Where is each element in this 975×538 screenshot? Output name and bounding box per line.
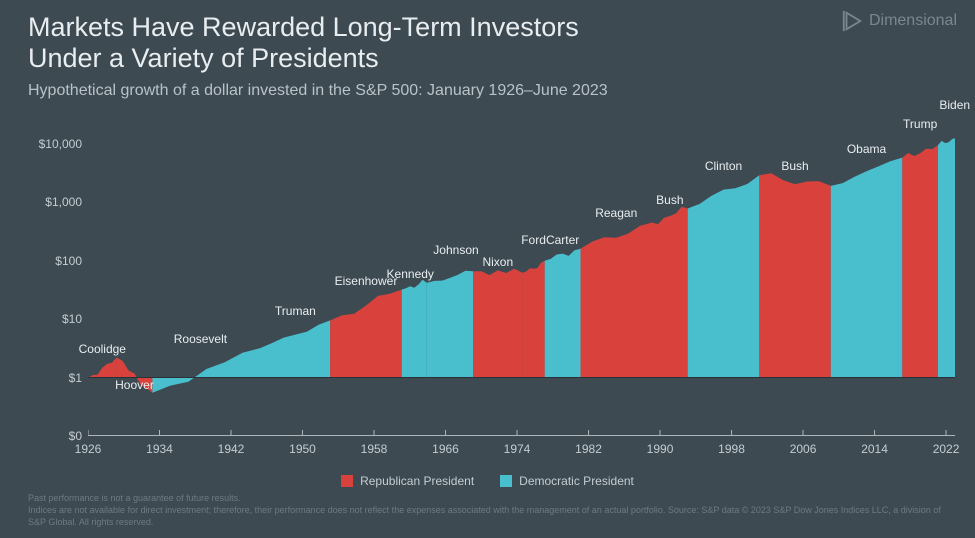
legend-label-democratic: Democratic President <box>519 474 634 488</box>
footnote-line-2: Indices are not available for direct inv… <box>28 504 955 528</box>
president-label: Kennedy <box>387 267 434 281</box>
area-segment <box>473 269 522 378</box>
chart-area: $0 $1 $10 $100 $1,000 $10,000 Coolidge Hoover R… <box>28 135 955 458</box>
title-block: Markets Have Rewarded Long-Term Investor… <box>28 12 855 100</box>
x-tick-label: 1974 <box>504 442 531 456</box>
president-label: Carter <box>546 233 579 247</box>
area-segment <box>402 280 427 378</box>
x-tick-label: 1966 <box>432 442 459 456</box>
area-segment <box>152 348 260 393</box>
brand-name: Dimensional <box>869 12 957 30</box>
area-segment <box>652 207 688 378</box>
area-segment <box>261 320 331 377</box>
play-triangle-icon <box>841 10 863 32</box>
area-segment <box>427 271 473 378</box>
president-label: Biden <box>939 98 970 112</box>
area-segment <box>522 261 544 378</box>
x-axis: 1926193419421950195819661974198219901998… <box>88 438 955 458</box>
president-label: Clinton <box>705 159 742 173</box>
legend-swatch-democratic <box>500 475 512 487</box>
legend: Republican President Democratic Presiden… <box>0 474 975 488</box>
footnote: Past performance is not a guarantee of f… <box>28 492 955 528</box>
area-segment <box>938 138 955 378</box>
area-segment <box>581 223 653 378</box>
legend-item-democratic: Democratic President <box>500 474 634 488</box>
president-label: Trump <box>903 117 937 131</box>
area-segment <box>688 175 760 377</box>
president-label: Nixon <box>482 255 513 269</box>
x-tick-label: 1942 <box>218 442 245 456</box>
president-label: Obama <box>847 142 886 156</box>
title-line-2: Under a Variety of Presidents <box>28 43 379 73</box>
brand-logo: Dimensional <box>841 10 957 32</box>
x-tick-label: 1958 <box>361 442 388 456</box>
x-tick-label: 1990 <box>647 442 674 456</box>
x-tick-label: 2014 <box>861 442 888 456</box>
president-label: Johnson <box>433 243 478 257</box>
president-label: Truman <box>275 304 316 318</box>
president-label: Bush <box>781 159 808 173</box>
area-segment <box>902 145 938 378</box>
x-tick-label: 1926 <box>75 442 102 456</box>
president-label: Bush <box>656 193 683 207</box>
legend-item-republican: Republican President <box>341 474 474 488</box>
area-segment <box>88 358 117 378</box>
y-tick-label: $10 <box>62 312 82 326</box>
y-axis: $0 $1 $10 $100 $1,000 $10,000 <box>28 135 88 458</box>
plot-region: CoolidgeHooverRooseveltTrumanEisenhowerK… <box>88 135 955 436</box>
area-segment <box>831 158 903 378</box>
president-label: Hoover <box>115 378 154 392</box>
y-tick-label: $100 <box>55 254 82 268</box>
president-label: Ford <box>521 233 546 247</box>
area-segment <box>759 173 831 377</box>
chart-title: Markets Have Rewarded Long-Term Investor… <box>28 12 855 74</box>
chart-subtitle: Hypothetical growth of a dollar invested… <box>28 82 855 100</box>
area-segment <box>330 290 402 378</box>
x-tick-label: 1950 <box>289 442 316 456</box>
footnote-line-1: Past performance is not a guarantee of f… <box>28 492 955 504</box>
y-tick-label: $10,000 <box>39 137 82 151</box>
title-line-1: Markets Have Rewarded Long-Term Investor… <box>28 12 579 42</box>
y-tick-label: $0 <box>69 429 82 443</box>
x-tick-label: 1982 <box>575 442 602 456</box>
president-label: Coolidge <box>79 342 126 356</box>
president-label: Reagan <box>595 206 637 220</box>
x-tick-label: 1934 <box>146 442 173 456</box>
y-tick-label: $1 <box>69 371 82 385</box>
x-tick-label: 2006 <box>790 442 817 456</box>
legend-swatch-republican <box>341 475 353 487</box>
x-tick-label: 1998 <box>718 442 745 456</box>
area-segment <box>545 249 581 378</box>
legend-label-republican: Republican President <box>360 474 474 488</box>
x-tick-label: 2022 <box>933 442 960 456</box>
president-label: Roosevelt <box>174 332 227 346</box>
y-tick-label: $1,000 <box>45 195 82 209</box>
